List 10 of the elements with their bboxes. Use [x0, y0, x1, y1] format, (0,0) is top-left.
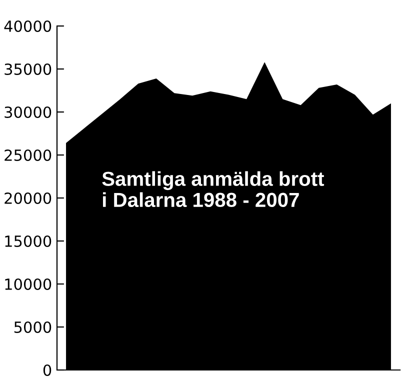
text: Samtliga anmälda brott i Dalarna 1988 - 2007 — [102, 171, 324, 208]
y-tick-label: 15000 — [5, 235, 52, 248]
y-tick-label: 0 — [43, 364, 52, 376]
y-tick-label: 40000 — [4, 20, 52, 32]
y-tick-label: 5000 — [14, 321, 52, 334]
y-tick-label: 30000 — [4, 106, 52, 118]
y-tick-label: 35000 — [4, 63, 52, 76]
y-tick-label: 25000 — [4, 149, 52, 162]
y-tick-label: 10000 — [5, 278, 52, 290]
y-tick-label: 20000 — [4, 192, 52, 204]
